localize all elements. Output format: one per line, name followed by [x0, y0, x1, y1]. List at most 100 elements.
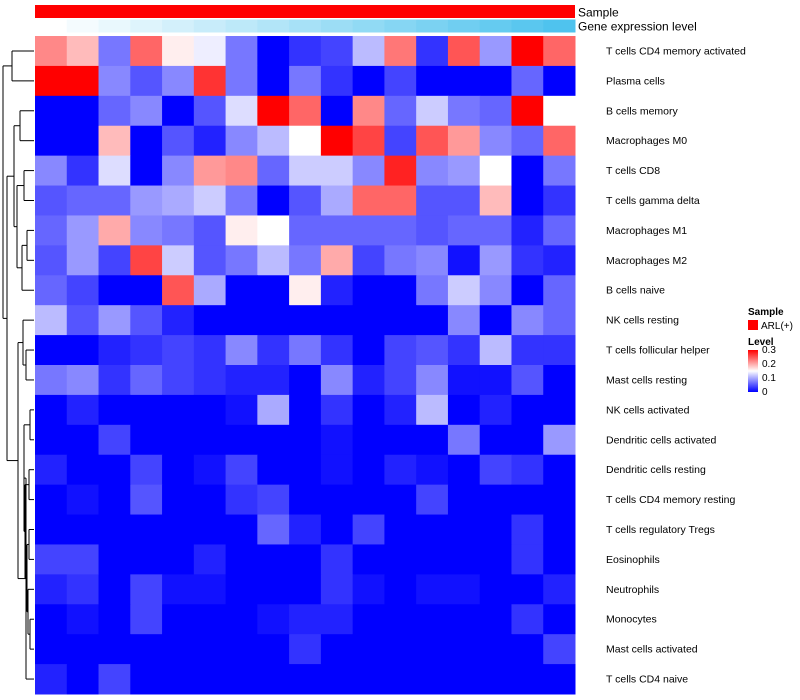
heatmap-cell: [225, 664, 258, 695]
heatmap-cell: [352, 215, 385, 246]
heatmap-cell: [511, 245, 544, 276]
row-labels: T cells CD4 memory activated Plasma cells…: [606, 45, 746, 685]
heatmap-cell: [352, 484, 385, 516]
heatmap-cell: [447, 454, 481, 486]
heatmap-cell: [289, 394, 322, 426]
heatmap-cell: [162, 484, 195, 516]
row-label: B cells memory: [606, 105, 679, 117]
heatmap-cell: [257, 155, 290, 187]
heatmap-cell: [289, 634, 322, 665]
heatmap-cell: [66, 454, 100, 486]
heatmap-cell: [257, 484, 290, 516]
heatmap-cell: [257, 125, 290, 157]
heatmap-cell: [66, 484, 100, 516]
annotation-tracks: [35, 5, 576, 33]
heatmap-cell: [162, 305, 195, 336]
heatmap-cell: [511, 155, 544, 187]
heatmap-cell: [98, 574, 131, 605]
heatmap-cell: [416, 65, 449, 97]
heatmap-cell: [130, 574, 163, 605]
heatmap-cell: [384, 125, 417, 157]
heatmap-cell: [257, 454, 290, 486]
heatmap-cell: [257, 95, 290, 127]
heatmap-cell: [543, 484, 576, 516]
heatmap-cell: [193, 185, 227, 216]
heatmap-cell: [543, 454, 576, 486]
heatmap-cell: [320, 604, 354, 635]
heatmap-cell: [447, 36, 481, 67]
heatmap-cell: [130, 514, 163, 545]
heatmap-cell: [193, 634, 227, 665]
heatmap-cell: [511, 185, 544, 216]
heatmap-cell: [162, 604, 195, 635]
heatmap-cell: [320, 155, 354, 187]
heatmap-cell: [416, 365, 449, 396]
heatmap-cell: [130, 484, 163, 516]
row-label: Macrophages M1: [606, 225, 687, 237]
heatmap-cell: [162, 95, 195, 127]
heatmap-cell: [543, 514, 576, 545]
heatmap-cell: [162, 394, 195, 426]
heatmap-cell: [352, 634, 385, 665]
heatmap-cell: [320, 305, 354, 336]
heatmap-cell: [257, 335, 290, 366]
heatmap-cell: [130, 125, 163, 157]
heatmap-cell: [352, 305, 385, 336]
row-label: Neutrophils: [606, 584, 659, 596]
heatmap-cell: [447, 185, 481, 216]
expression-track-cell: [352, 19, 385, 33]
heatmap-cell: [257, 574, 290, 605]
heatmap-cell: [479, 335, 512, 366]
heatmap-cell: [289, 36, 322, 67]
heatmap-cell: [257, 424, 290, 456]
heatmap-cell: [289, 604, 322, 635]
heatmap-cell: [320, 484, 354, 516]
heatmap-cell: [289, 365, 322, 396]
heatmap-cell: [35, 155, 68, 187]
heatmap-cell: [447, 275, 481, 306]
row-label: Monocytes: [606, 614, 657, 626]
heatmap-cell: [352, 574, 385, 605]
heatmap-cell: [98, 484, 131, 516]
heatmap-cell: [66, 65, 100, 97]
row-label: Mast cells resting: [606, 374, 687, 386]
heatmap-cell: [289, 155, 322, 187]
heatmap-cell: [479, 514, 512, 545]
heatmap-cell: [225, 305, 258, 336]
heatmap-cell: [98, 454, 131, 486]
heatmap-cell: [257, 394, 290, 426]
heatmap-cell: [193, 604, 227, 635]
heatmap-cell: [193, 335, 227, 366]
heatmap-cell: [289, 514, 322, 545]
heatmap-cell: [543, 215, 576, 246]
expression-track-cell: [193, 19, 227, 33]
heatmap-cell: [447, 394, 481, 426]
heatmap-cell: [98, 65, 131, 97]
heatmap-cell: [543, 335, 576, 366]
heatmap-cell: [257, 305, 290, 336]
heatmap-cell: [98, 365, 131, 396]
heatmap-cell: [320, 634, 354, 665]
heatmap-cell: [479, 155, 512, 187]
heatmap-cell: [352, 544, 385, 575]
expression-track-cell: [66, 19, 100, 33]
heatmap-cell: [511, 275, 544, 306]
heatmap-cell: [384, 245, 417, 276]
heatmap-cell: [384, 36, 417, 67]
heatmap-cell: [66, 125, 100, 157]
heatmap-cell: [511, 335, 544, 366]
heatmap-cell: [479, 484, 512, 516]
heatmap-cell: [98, 36, 131, 67]
heatmap-cell: [479, 275, 512, 306]
heatmap-cell: [193, 245, 227, 276]
expression-track-cell: [35, 19, 68, 33]
expression-track-cell: [384, 19, 417, 33]
heatmap-cell: [162, 155, 195, 187]
heatmap-cell: [289, 305, 322, 336]
heatmap-cell: [416, 36, 449, 67]
heatmap-cell: [162, 544, 195, 575]
legend-tick-0: 0: [762, 387, 768, 398]
heatmap-cell: [479, 424, 512, 456]
heatmap-cell: [257, 275, 290, 306]
heatmap-cell: [384, 215, 417, 246]
